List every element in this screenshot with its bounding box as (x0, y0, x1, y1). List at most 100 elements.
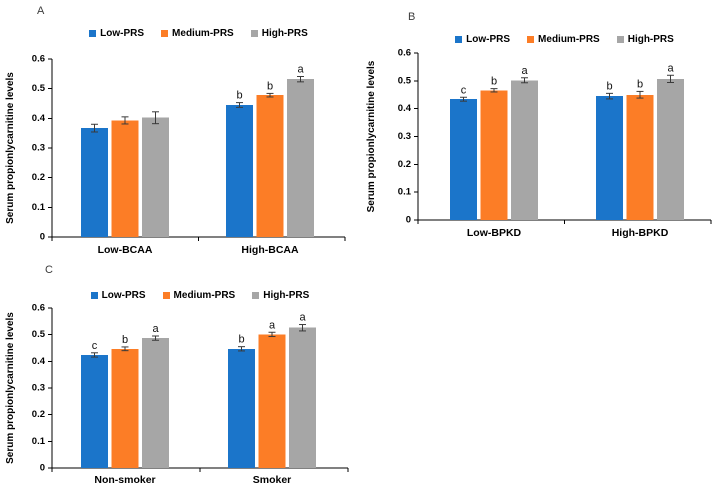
figure-panel-b: B 0 0.1 0.2 0.3 0.4 0.5 0.6 Serum propionlycarn… (361, 0, 722, 250)
chart-c-canvas: 0 0.1 0.2 0.3 0.4 0.5 0.6 Serum propionlycarnit… (5, 303, 349, 486)
legend-swatch-medium-prs (527, 35, 535, 43)
sig-letter: b (238, 334, 244, 346)
legend-c: Low-PRS Medium-PRS High-PRS (52, 288, 348, 302)
y-tick-label: 0.6 (398, 48, 411, 59)
y-tick-label: 0.6 (32, 303, 45, 314)
bar-low-prs-low-bpkd (450, 99, 477, 220)
legend-item-low-prs: Low-PRS (89, 28, 144, 39)
y-tick-label: 0.4 (32, 356, 46, 367)
x-category-label: Low-BPKD (467, 227, 522, 239)
y-tick-label: 0.5 (32, 83, 46, 94)
sig-letter: b (637, 78, 643, 90)
legend-label-medium-prs: Medium-PRS (172, 27, 234, 39)
legend-label-low-prs: Low-PRS (101, 289, 146, 301)
y-tick-label: 0.5 (32, 329, 46, 340)
legend-swatch-high-prs (616, 35, 624, 43)
x-category-label: High-BPKD (612, 227, 669, 239)
legend-item-medium-prs: Medium-PRS (162, 289, 236, 301)
bar-medium-prs-low-bcaa (111, 120, 139, 237)
legend-item-low-prs: Low-PRS (455, 34, 510, 45)
y-tick-label: 0 (40, 463, 45, 474)
x-category-label: Smoker (253, 474, 292, 486)
sig-letter: c (92, 340, 98, 352)
x-category-label: Low-BCAA (98, 244, 153, 256)
sig-letter: a (152, 323, 159, 335)
legend-swatch-high-prs (250, 29, 258, 37)
y-tick-label: 0.1 (32, 202, 46, 213)
bar-high-prs-low-bcaa (142, 117, 169, 237)
chart-a-canvas: 0 0.1 0.2 0.3 0.4 0.5 0.6 Serum propionlycarnit… (5, 54, 346, 256)
legend-item-high-prs: High-PRS (250, 27, 308, 39)
sig-letter: c (461, 84, 467, 96)
bar-low-prs-non-smoker (81, 354, 108, 468)
sig-letter: b (267, 80, 273, 92)
bar-medium-prs-high-bcaa (256, 95, 284, 238)
legend-label-medium-prs: Medium-PRS (173, 289, 236, 301)
legend-item-high-prs: High-PRS (616, 33, 674, 45)
legend-label-high-prs: High-PRS (261, 27, 308, 39)
panel-label-c: C (45, 264, 53, 276)
bar-high-prs-low-bpkd (511, 80, 538, 220)
sig-letter: a (299, 312, 306, 324)
y-tick-label: 0.3 (398, 131, 411, 142)
sig-letter: a (521, 65, 528, 77)
legend-label-low-prs: Low-PRS (100, 27, 145, 39)
legend-label-high-prs: High-PRS (263, 289, 310, 301)
figure-panel-a: A 0 0.1 0.2 0.3 0.4 0.5 0.6 Serum propionlycarn… (0, 0, 361, 262)
legend-swatch-medium-prs (162, 291, 170, 299)
sig-letter: b (491, 76, 497, 88)
legend-swatch-high-prs (252, 291, 260, 299)
panel-label-b: B (408, 11, 416, 23)
y-tick-label: 0 (406, 215, 411, 226)
y-tick-label: 0.2 (398, 159, 411, 170)
y-axis-label: Serum propionlycarnitine levels (366, 60, 377, 212)
legend-item-low-prs: Low-PRS (90, 289, 146, 301)
legend-swatch-low-prs (90, 291, 98, 299)
bar-low-prs-low-bcaa (81, 128, 108, 237)
legend-label-high-prs: High-PRS (627, 33, 674, 45)
sig-letter: b (606, 80, 612, 92)
y-tick-label: 0.4 (32, 113, 46, 124)
y-tick-label: 0.2 (32, 409, 45, 420)
bar-medium-prs-high-bpkd (626, 94, 654, 220)
panel-label-a: A (37, 5, 45, 17)
y-tick-label: 0.1 (32, 436, 46, 447)
bar-high-prs-non-smoker (142, 338, 169, 468)
sig-letter: b (122, 334, 128, 346)
y-axis-label: Serum propionlycarnitine levels (5, 312, 16, 464)
y-tick-label: 0.3 (32, 143, 45, 154)
legend-swatch-medium-prs (161, 29, 169, 37)
legend-item-medium-prs: Medium-PRS (527, 34, 600, 45)
x-category-label: High-BCAA (241, 244, 299, 256)
bar-low-prs-high-bpkd (596, 96, 623, 220)
y-tick-label: 0.6 (32, 54, 45, 65)
y-tick-label: 0.1 (398, 187, 412, 198)
bar-low-prs-high-bcaa (226, 104, 253, 237)
y-tick-label: 0 (40, 232, 45, 243)
bar-medium-prs-low-bpkd (480, 90, 508, 221)
legend-swatch-low-prs (455, 35, 463, 43)
bar-medium-prs-smoker (258, 334, 286, 468)
y-tick-label: 0.5 (398, 75, 412, 86)
legend-label-medium-prs: Medium-PRS (538, 33, 600, 45)
sig-letter: a (297, 64, 304, 76)
sig-letter: a (269, 319, 276, 331)
sig-letter: a (667, 62, 674, 74)
bar-low-prs-smoker (228, 348, 255, 468)
y-tick-label: 0.4 (398, 103, 412, 114)
x-category-label: Non-smoker (94, 474, 155, 486)
bar-high-prs-smoker (289, 327, 316, 468)
y-tick-label: 0.2 (32, 172, 45, 183)
legend-label-low-prs: Low-PRS (466, 33, 511, 45)
chart-b-canvas: 0 0.1 0.2 0.3 0.4 0.5 0.6 Serum propionlycarnit… (366, 48, 712, 239)
sig-letter: b (236, 90, 242, 102)
legend-swatch-low-prs (89, 29, 97, 37)
bar-high-prs-high-bcaa (287, 79, 314, 237)
bar-medium-prs-non-smoker (111, 348, 139, 468)
y-axis-label: Serum propionlycarnitine levels (5, 72, 16, 224)
legend-a: Low-PRS Medium-PRS High-PRS (52, 26, 345, 40)
legend-item-medium-prs: Medium-PRS (161, 28, 234, 39)
bar-high-prs-high-bpkd (657, 78, 684, 220)
y-tick-label: 0.3 (32, 383, 45, 394)
